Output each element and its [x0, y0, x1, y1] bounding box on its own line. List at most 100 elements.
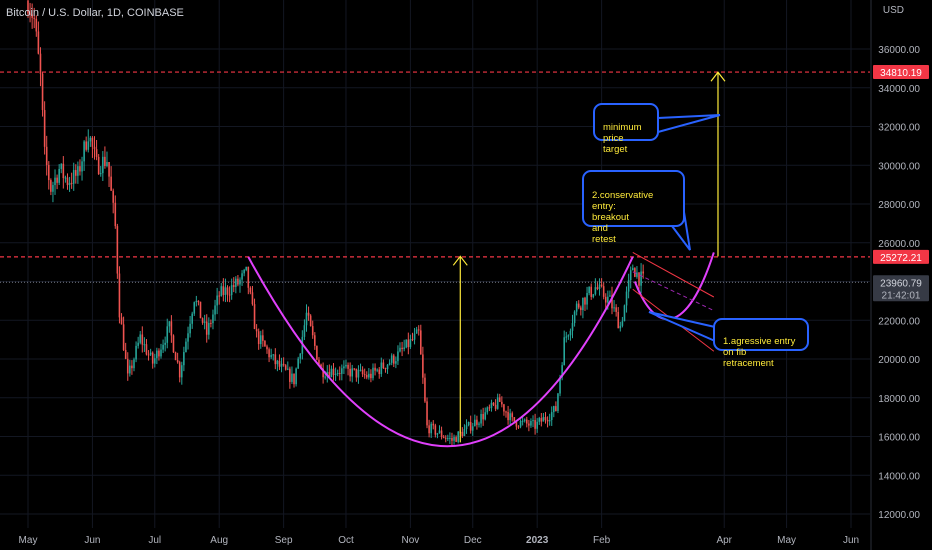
candle-body	[453, 437, 455, 441]
candle-body	[403, 347, 405, 350]
candle-body	[359, 369, 362, 371]
candle-body	[567, 335, 570, 337]
candle-body	[249, 287, 252, 293]
candle-body	[131, 365, 133, 369]
target-price-tag: 34810.19	[880, 68, 922, 79]
candle-body	[239, 279, 241, 285]
candle-body	[68, 182, 71, 186]
candle-body	[621, 321, 624, 326]
candle-body	[251, 292, 254, 305]
candle-body	[482, 414, 484, 420]
candle-body	[268, 349, 270, 358]
y-tick-label: 16000.00	[878, 433, 920, 444]
candle-body	[282, 363, 285, 366]
candle-body	[399, 347, 401, 352]
candle-body	[534, 420, 536, 429]
candle-body	[75, 170, 77, 176]
candle-body	[87, 141, 90, 150]
candle-body	[47, 164, 50, 181]
candle-body	[336, 373, 339, 375]
candle-body	[380, 362, 383, 375]
candle-body	[582, 297, 584, 311]
candle-body	[27, 0, 29, 14]
candle-body	[316, 345, 318, 360]
candle-body	[133, 359, 135, 369]
candle-body	[538, 418, 541, 422]
candle-body	[278, 360, 281, 367]
annotation-minimum-target[interactable]: minimum price target	[593, 103, 659, 155]
candle-body	[494, 404, 497, 409]
candle-body	[162, 344, 164, 350]
y-tick-label: 22000.00	[878, 316, 920, 327]
candle-body	[480, 414, 482, 424]
candle-body	[50, 180, 52, 192]
resistance-price-tag: 25272.21	[880, 253, 922, 264]
candle-body	[29, 13, 31, 15]
annotation-conservative-entry[interactable]: 2.conservative entry: breakout and retes…	[582, 170, 685, 245]
candle-body	[120, 317, 123, 325]
candle-body	[318, 359, 320, 365]
candle-body	[174, 352, 177, 361]
candle-body	[451, 437, 453, 441]
candle-body	[266, 346, 268, 350]
candle-body	[91, 137, 94, 147]
candle-body	[424, 377, 426, 402]
countdown-label: 21:42:01	[882, 290, 921, 301]
candle-body	[147, 354, 150, 356]
candle-body	[555, 406, 557, 411]
candle-body	[237, 278, 239, 285]
candle-body	[523, 419, 526, 421]
y-tick-label: 34000.00	[878, 84, 920, 95]
candle-body	[149, 352, 152, 355]
candle-body	[640, 271, 642, 286]
candle-body	[471, 426, 474, 431]
candle-body	[307, 312, 310, 316]
candle-body	[160, 349, 162, 357]
candle-body	[486, 407, 489, 413]
candle-body	[102, 156, 104, 174]
candle-body	[463, 429, 466, 437]
last-price-tag: 23960.79	[880, 278, 922, 289]
candle-body	[286, 368, 289, 370]
candle-body	[559, 377, 561, 394]
candle-body	[220, 286, 223, 297]
candle-body	[39, 53, 42, 74]
candle-body	[289, 368, 291, 382]
candle-body	[561, 365, 563, 378]
x-tick-label: Dec	[464, 535, 482, 546]
candle-body	[376, 369, 378, 371]
x-tick-label: 2023	[526, 535, 549, 546]
y-tick-label: 18000.00	[878, 394, 920, 405]
candle-body	[436, 433, 439, 435]
candle-body	[114, 202, 117, 227]
candle-body	[503, 404, 505, 412]
candle-body	[183, 352, 185, 366]
annotation-aggressive-entry[interactable]: 1.agressive entry on fib retracement	[713, 318, 809, 369]
candle-body	[214, 305, 216, 315]
candle-body	[365, 374, 368, 378]
y-tick-label: 12000.00	[878, 510, 920, 521]
candle-body	[353, 368, 356, 370]
candle-body	[409, 339, 412, 348]
candle-body	[557, 393, 559, 411]
candle-body	[374, 367, 376, 371]
callout-tail-aggressive	[648, 311, 716, 342]
candle-body	[565, 336, 568, 338]
candle-body	[185, 341, 187, 353]
y-tick-label: 28000.00	[878, 200, 920, 211]
candle-body	[386, 364, 389, 370]
candle-body	[156, 350, 158, 359]
candle-body	[255, 329, 258, 332]
y-tick-label: 36000.00	[878, 45, 920, 56]
candle-body	[382, 362, 385, 369]
candle-body	[546, 419, 549, 422]
candle-body	[106, 162, 108, 166]
candle-body	[70, 182, 73, 184]
candle-body	[465, 425, 468, 430]
candle-body	[203, 321, 206, 323]
candle-body	[426, 401, 428, 426]
annotation-minimum-target-text: minimum price target	[603, 122, 642, 155]
candle-body	[324, 376, 326, 378]
